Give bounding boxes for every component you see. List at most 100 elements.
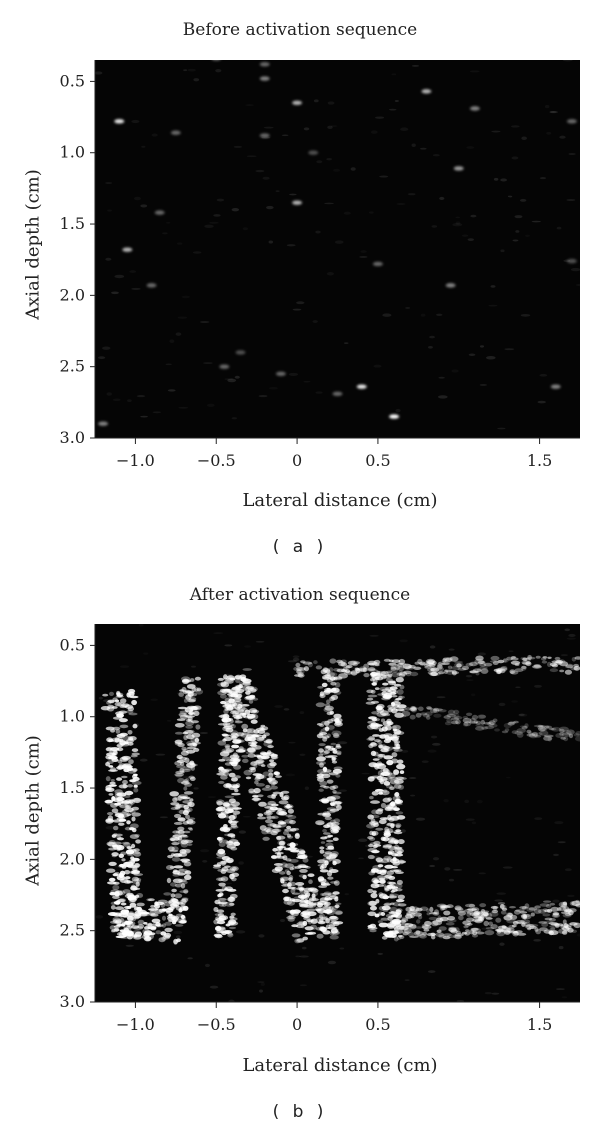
noise-speckle (331, 125, 338, 127)
speckle-mark (228, 772, 236, 778)
speckle-mark (297, 884, 303, 890)
speckle-mark (183, 679, 192, 683)
noise-speckle (125, 944, 134, 947)
speckle-mark (114, 891, 120, 897)
noise-speckle (562, 996, 568, 998)
speckle-mark (394, 731, 405, 735)
noise-speckle (324, 202, 334, 205)
noise-speckle (415, 817, 426, 821)
speckle-mark (259, 726, 264, 731)
speckle-mark (109, 700, 114, 704)
speckle-mark (218, 915, 227, 922)
scatterer-point (292, 200, 303, 205)
speckle-mark (171, 857, 181, 862)
speckle-mark (396, 663, 404, 667)
speckle-mark (147, 922, 153, 927)
speckle-mark (126, 892, 134, 897)
speckle-mark (377, 864, 384, 868)
speckle-mark (520, 665, 527, 671)
speckle-mark (378, 819, 387, 825)
speckle-mark (102, 693, 109, 697)
speckle-mark (284, 819, 294, 824)
speckle-mark (322, 930, 331, 935)
speckle-mark (320, 836, 328, 840)
speckle-mark (389, 786, 395, 790)
speckle-mark (439, 905, 445, 911)
speckle-mark (372, 758, 380, 761)
speckle-mark (367, 814, 375, 820)
speckle-mark (436, 664, 443, 670)
noise-speckle (286, 774, 296, 777)
speckle-mark (415, 712, 422, 718)
noise-speckle (105, 257, 112, 261)
speckle-mark (107, 812, 114, 816)
speckle-mark (296, 667, 306, 671)
speckle-mark (304, 899, 309, 903)
speckle-mark (221, 903, 227, 907)
speckle-mark (564, 669, 573, 675)
speckle-mark (393, 783, 402, 789)
speckle-mark (395, 708, 405, 712)
speckle-mark (183, 830, 191, 834)
speckle-mark (483, 912, 493, 919)
noise-speckle (566, 637, 576, 640)
speckle-mark (331, 730, 342, 736)
speckle-mark (220, 774, 228, 780)
speckle-mark (325, 924, 331, 930)
speckle-mark (393, 748, 403, 752)
speckle-mark (324, 726, 330, 732)
speckle-mark (328, 869, 339, 873)
speckle-mark (183, 889, 189, 894)
speckle-mark (487, 721, 495, 726)
speckle-mark (302, 910, 311, 916)
speckle-mark (479, 663, 487, 667)
noise-speckle (182, 296, 190, 299)
speckle-mark (250, 761, 261, 765)
speckle-mark (528, 733, 538, 739)
speckle-mark (372, 734, 380, 737)
speckle-mark (367, 720, 376, 724)
speckle-mark (384, 734, 390, 741)
speckle-mark (156, 924, 164, 927)
speckle-mark (438, 926, 447, 931)
speckle-mark (293, 896, 302, 901)
speckle-mark (128, 859, 135, 865)
speckle-mark (478, 714, 486, 719)
speckle-mark (178, 692, 184, 697)
speckle-mark (131, 748, 139, 752)
speckle-mark (370, 750, 377, 756)
noise-speckle (327, 125, 333, 130)
noise-speckle (292, 655, 300, 658)
speckle-mark (463, 925, 469, 929)
noise-speckle (299, 753, 306, 756)
speckle-mark (281, 884, 291, 887)
speckle-mark (395, 823, 402, 828)
speckle-mark (276, 846, 282, 852)
speckle-mark (222, 734, 231, 737)
speckle-mark (515, 909, 525, 912)
noise-speckle (215, 69, 222, 73)
noise-speckle (136, 395, 146, 398)
speckle-mark (445, 657, 453, 661)
speckle-mark (174, 731, 184, 735)
speckle-mark (326, 725, 335, 730)
speckle-mark (179, 714, 189, 720)
speckle-mark (123, 842, 131, 848)
speckle-mark (286, 870, 291, 876)
speckle-mark (137, 909, 147, 915)
panel-b-x-axis-label: Lateral distance (cm) (242, 1055, 438, 1076)
noise-speckle (234, 375, 240, 379)
noise-speckle (556, 226, 562, 230)
speckle-mark (307, 931, 317, 935)
speckle-mark (128, 712, 138, 716)
speckle-mark (444, 721, 452, 726)
speckle-mark (121, 800, 130, 804)
speckle-mark (508, 924, 516, 929)
speckle-mark (504, 930, 511, 935)
speckle-mark (522, 906, 527, 910)
noise-speckle (105, 826, 116, 830)
noise-speckle (419, 147, 427, 150)
speckle-mark (171, 888, 177, 893)
speckle-mark (463, 722, 469, 727)
speckle-mark (172, 830, 181, 834)
